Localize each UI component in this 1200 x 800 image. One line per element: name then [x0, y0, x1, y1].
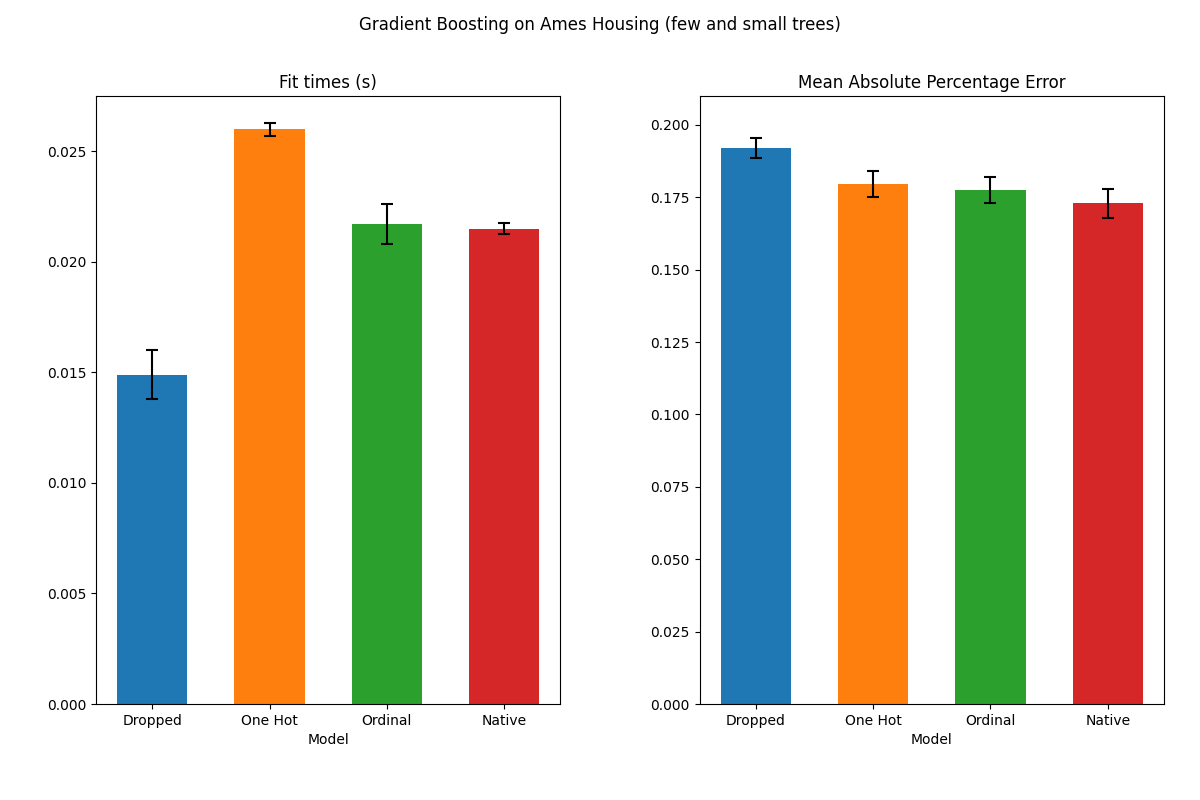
- Bar: [838, 184, 908, 704]
- Bar: [1073, 203, 1142, 704]
- Bar: [721, 148, 791, 704]
- Bar: [352, 224, 422, 704]
- X-axis label: Model: Model: [911, 734, 953, 747]
- X-axis label: Model: Model: [307, 734, 349, 747]
- Text: Gradient Boosting on Ames Housing (few and small trees): Gradient Boosting on Ames Housing (few a…: [359, 16, 841, 34]
- Bar: [469, 229, 539, 704]
- Bar: [955, 190, 1026, 704]
- Title: Mean Absolute Percentage Error: Mean Absolute Percentage Error: [798, 74, 1066, 92]
- Title: Fit times (s): Fit times (s): [280, 74, 377, 92]
- Bar: [118, 374, 187, 704]
- Bar: [234, 129, 305, 704]
